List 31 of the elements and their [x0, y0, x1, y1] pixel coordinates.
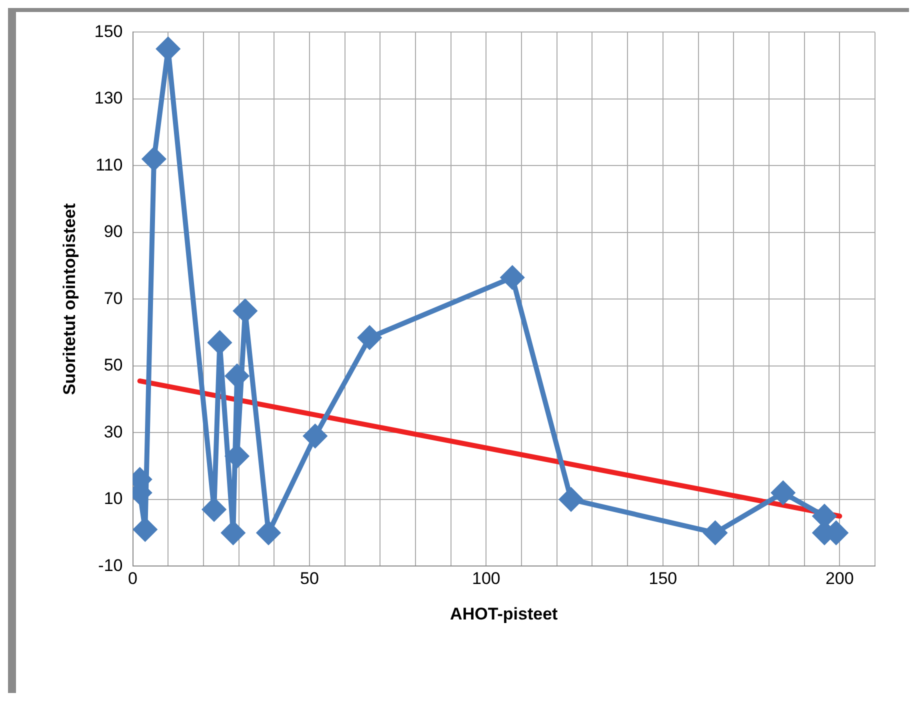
y-tick-label: 110: [96, 155, 123, 174]
x-axis-title: AHOT-pisteet: [450, 604, 558, 624]
point: [226, 364, 249, 388]
point: [222, 521, 245, 544]
point: [704, 521, 727, 544]
point: [500, 266, 524, 290]
x-tick-label: 200: [825, 569, 854, 588]
point: [358, 326, 382, 350]
point: [202, 498, 226, 521]
y-tick-label: -10: [98, 556, 123, 575]
y-tick-label: 130: [94, 88, 123, 108]
x-tick-label: 100: [472, 569, 500, 588]
point: [560, 488, 583, 511]
y-tick-label: 70: [104, 288, 123, 308]
point: [208, 331, 232, 354]
point: [304, 424, 327, 448]
x-tick-label: 50: [300, 569, 319, 588]
point: [226, 444, 249, 468]
y-axis-title: Suoritetut opintopisteet: [60, 203, 79, 396]
y-tick-label: 90: [104, 222, 123, 242]
point: [772, 481, 795, 504]
point: [256, 521, 280, 544]
y-tick-label: 10: [104, 489, 123, 508]
point: [234, 299, 257, 322]
x-tick-label: 150: [648, 569, 678, 588]
point: [134, 518, 157, 541]
y-tick-label: 50: [104, 356, 123, 375]
x-tick-label: 0: [128, 569, 138, 588]
point: [142, 148, 166, 171]
y-tick-label: 150: [94, 22, 123, 41]
y-tick-label: 30: [104, 422, 123, 442]
